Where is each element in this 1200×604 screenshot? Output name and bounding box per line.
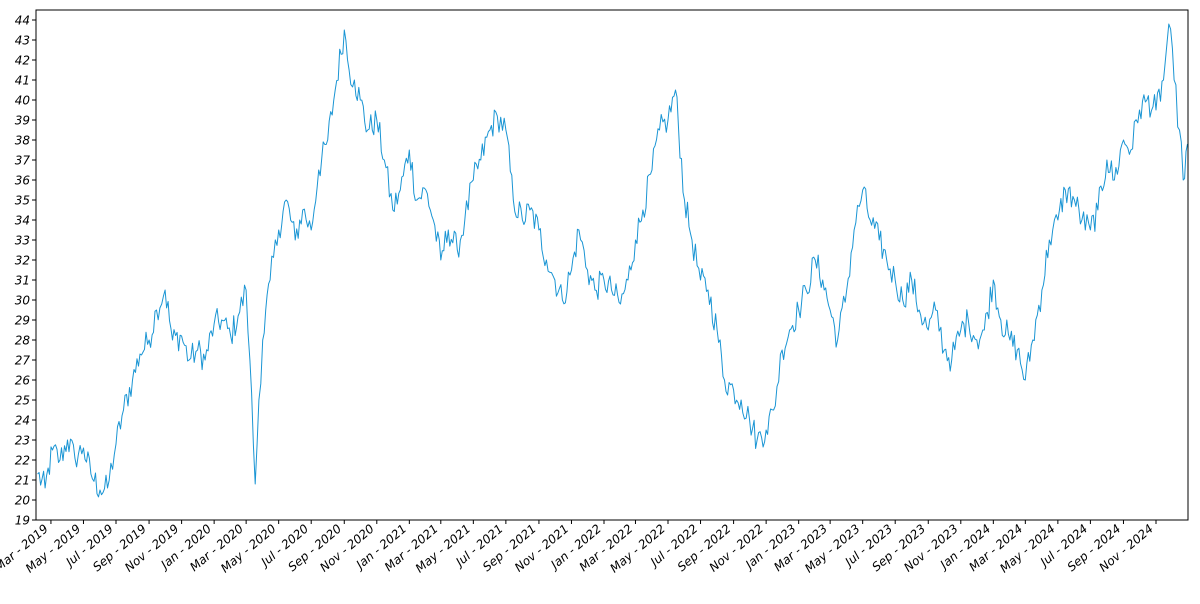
y-tick-label: 25	[15, 394, 30, 408]
y-tick-label: 31	[15, 274, 30, 288]
y-tick-label: 24	[15, 414, 30, 428]
series-line	[37, 23, 1188, 498]
y-tick-label: 38	[15, 134, 31, 148]
y-tick-label: 27	[15, 354, 31, 368]
y-tick-label: 35	[15, 194, 30, 208]
y-tick-label: 40	[15, 94, 31, 108]
y-tick-label: 22	[15, 454, 30, 468]
plot-area	[36, 10, 1188, 520]
y-tick-label: 19	[15, 514, 30, 528]
y-tick-label: 21	[15, 474, 30, 488]
series-layer	[37, 23, 1188, 498]
y-tick-label: 36	[15, 174, 31, 188]
y-tick-label: 20	[15, 494, 31, 508]
y-tick-label: 28	[15, 334, 31, 348]
y-tick-label: 29	[15, 314, 30, 328]
y-tick-label: 34	[15, 214, 30, 228]
y-tick-label: 37	[15, 154, 31, 168]
y-tick-label: 23	[15, 434, 30, 448]
y-tick-label: 33	[15, 234, 30, 248]
y-axis: 19 20 21 22 23 24 25 26 27 28 29 30 31 32 33 34 35 36 37 38…	[15, 14, 36, 528]
y-tick-label: 41	[15, 74, 30, 88]
y-tick-label: 32	[15, 254, 30, 268]
y-tick-label: 26	[15, 374, 31, 388]
y-tick-label: 43	[15, 34, 30, 48]
y-tick-label: 39	[15, 114, 30, 128]
y-tick-label: 42	[15, 54, 30, 68]
y-tick-label: 44	[15, 14, 30, 28]
plot-frame	[35, 9, 1189, 521]
y-tick-label: 30	[15, 294, 31, 308]
